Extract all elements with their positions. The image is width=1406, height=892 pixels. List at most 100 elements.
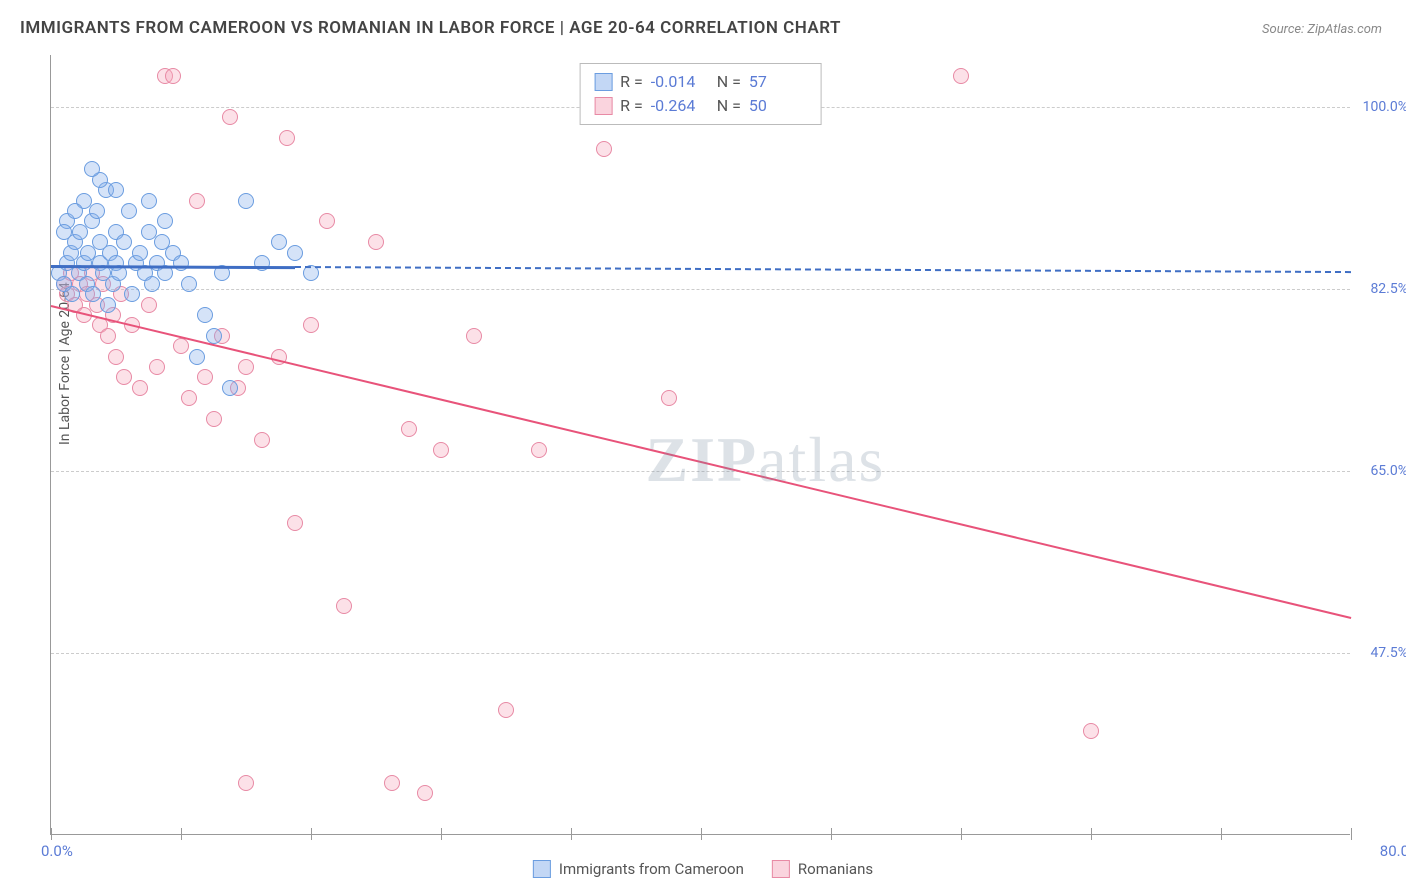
data-point-cameroon — [238, 193, 254, 209]
x-axis-min-label: 0.0% — [41, 842, 73, 860]
data-point-cameroon — [108, 182, 124, 198]
bottom-legend: Immigrants from Cameroon Romanians — [533, 860, 873, 878]
data-point-cameroon — [67, 203, 83, 219]
data-point-romanian — [279, 130, 295, 146]
data-point-romanian — [531, 442, 547, 458]
data-point-romanian — [108, 349, 124, 365]
source-attribution: Source: ZipAtlas.com — [1262, 22, 1382, 37]
x-tick — [701, 828, 702, 840]
data-point-cameroon — [56, 224, 72, 240]
data-point-cameroon — [141, 193, 157, 209]
data-point-romanian — [287, 515, 303, 531]
trend-line-cameroon-dashed — [295, 266, 1351, 273]
data-point-romanian — [953, 68, 969, 84]
data-point-romanian — [206, 411, 222, 427]
data-point-romanian — [197, 369, 213, 385]
data-point-cameroon — [64, 286, 80, 302]
data-point-romanian — [661, 390, 677, 406]
y-tick-label: 47.5% — [1370, 645, 1406, 661]
data-point-romanian — [433, 442, 449, 458]
x-tick — [1221, 828, 1222, 840]
y-tick-label: 100.0% — [1363, 99, 1406, 115]
data-point-romanian — [141, 297, 157, 313]
data-point-cameroon — [121, 203, 137, 219]
legend-label-romanian: Romanians — [798, 860, 873, 878]
data-point-romanian — [384, 775, 400, 791]
swatch-pink-icon — [772, 860, 790, 878]
data-point-cameroon — [189, 349, 205, 365]
data-point-cameroon — [287, 245, 303, 261]
data-point-romanian — [238, 359, 254, 375]
n-label: N = — [717, 94, 741, 118]
n-value-cameroon: 57 — [749, 70, 807, 94]
r-value-romanian: -0.264 — [651, 94, 709, 118]
data-point-romanian — [149, 359, 165, 375]
data-point-romanian — [173, 338, 189, 354]
data-point-romanian — [1083, 723, 1099, 739]
x-tick — [51, 828, 52, 840]
swatch-blue-icon — [533, 860, 551, 878]
data-point-cameroon — [85, 286, 101, 302]
r-label: R = — [620, 94, 643, 118]
stats-row-cameroon: R = -0.014 N = 57 — [594, 70, 807, 94]
data-point-cameroon — [197, 307, 213, 323]
data-point-cameroon — [181, 276, 197, 292]
n-label: N = — [717, 70, 741, 94]
data-point-romanian — [116, 369, 132, 385]
data-point-romanian — [181, 390, 197, 406]
x-tick — [441, 828, 442, 840]
x-tick — [571, 828, 572, 840]
n-value-romanian: 50 — [749, 94, 807, 118]
data-point-romanian — [401, 421, 417, 437]
x-tick — [181, 828, 182, 840]
data-point-romanian — [319, 213, 335, 229]
stats-row-romanian: R = -0.264 N = 50 — [594, 94, 807, 118]
data-point-romanian — [303, 317, 319, 333]
data-point-cameroon — [222, 380, 238, 396]
data-point-romanian — [238, 775, 254, 791]
data-point-romanian — [222, 109, 238, 125]
data-point-cameroon — [100, 297, 116, 313]
data-point-cameroon — [206, 328, 222, 344]
data-point-romanian — [254, 432, 270, 448]
data-point-romanian — [189, 193, 205, 209]
data-point-cameroon — [116, 234, 132, 250]
x-tick — [961, 828, 962, 840]
data-point-romanian — [417, 785, 433, 801]
legend-item-cameroon: Immigrants from Cameroon — [533, 860, 744, 878]
gridline — [51, 471, 1350, 472]
y-tick-label: 82.5% — [1370, 281, 1406, 297]
data-point-cameroon — [132, 245, 148, 261]
legend-item-romanian: Romanians — [772, 860, 873, 878]
data-point-romanian — [132, 380, 148, 396]
data-point-romanian — [596, 141, 612, 157]
data-point-cameroon — [157, 213, 173, 229]
x-tick — [1091, 828, 1092, 840]
data-point-cameroon — [144, 276, 160, 292]
legend-label-cameroon: Immigrants from Cameroon — [559, 860, 744, 878]
gridline — [51, 289, 1350, 290]
data-point-romanian — [336, 598, 352, 614]
data-point-romanian — [100, 328, 116, 344]
data-point-cameroon — [124, 286, 140, 302]
stats-legend-box: R = -0.014 N = 57 R = -0.264 N = 50 — [579, 63, 822, 125]
data-point-romanian — [498, 702, 514, 718]
gridline — [51, 653, 1350, 654]
x-axis-max-label: 80.0% — [1380, 842, 1406, 860]
data-point-cameroon — [84, 161, 100, 177]
data-point-cameroon — [271, 234, 287, 250]
data-point-romanian — [165, 68, 181, 84]
trend-line-romanian — [51, 305, 1351, 619]
data-point-romanian — [368, 234, 384, 250]
watermark: ZIPatlas — [645, 423, 885, 497]
data-point-romanian — [466, 328, 482, 344]
y-tick-label: 65.0% — [1370, 463, 1406, 479]
data-point-cameroon — [89, 203, 105, 219]
x-tick — [311, 828, 312, 840]
plot-area: In Labor Force | Age 20-64 47.5%65.0%82.… — [50, 55, 1350, 835]
x-tick — [831, 828, 832, 840]
r-value-cameroon: -0.014 — [651, 70, 709, 94]
x-tick — [1351, 828, 1352, 840]
chart-title: IMMIGRANTS FROM CAMEROON VS ROMANIAN IN … — [20, 18, 841, 38]
swatch-blue-icon — [594, 73, 612, 91]
